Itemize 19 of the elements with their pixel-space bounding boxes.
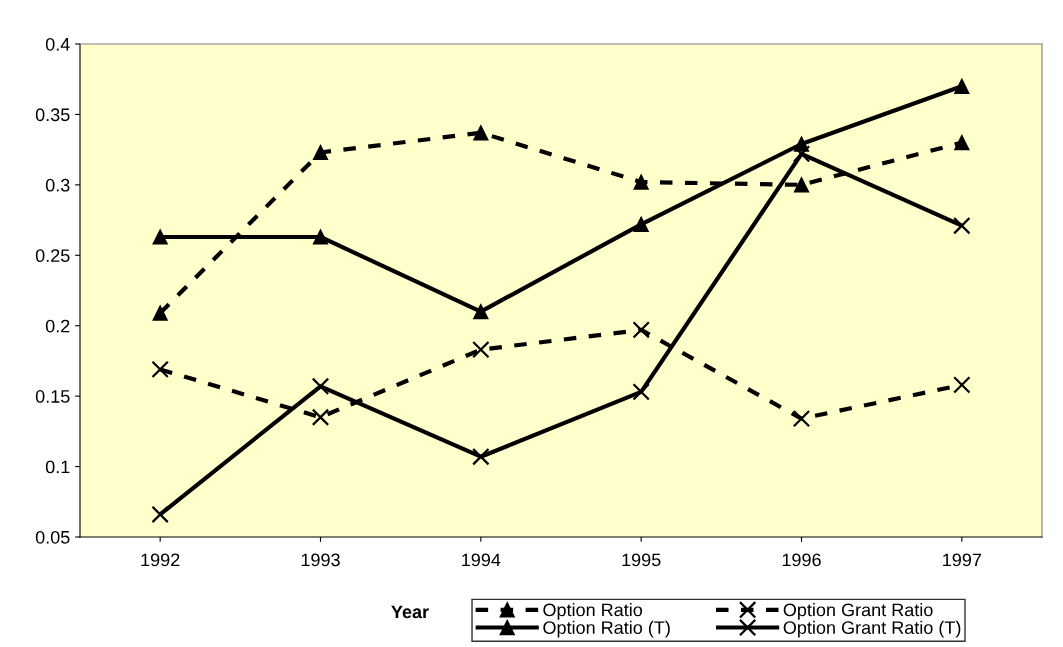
y-tick-label: 0.15 — [35, 390, 70, 403]
y-tick-label: 0.1 — [45, 460, 70, 474]
y-tick-label: 0.2 — [45, 319, 70, 333]
x-tick-label: 1997 — [943, 553, 982, 567]
y-tick-label: 0.3 — [45, 178, 70, 192]
legend-label: Option Ratio — [543, 603, 643, 620]
x-tick-label: 1993 — [301, 553, 340, 567]
y-tick-label: 0.05 — [35, 530, 70, 544]
y-tick-label: 0.4 — [45, 37, 70, 51]
legend-label: Option Ratio (T) — [543, 620, 670, 638]
legend-label: Option Grant Ratio (T) — [783, 620, 961, 638]
x-tick-label: 1992 — [141, 553, 180, 567]
x-tick-label: 1996 — [782, 553, 821, 567]
x-tick-label: 1994 — [462, 553, 501, 567]
y-tick-label: 0.25 — [35, 249, 70, 263]
x-axis-title: Year — [391, 605, 429, 619]
x-tick-label: 1995 — [622, 553, 661, 567]
legend-label: Option Grant Ratio — [783, 603, 933, 620]
y-tick-label: 0.35 — [35, 108, 70, 122]
